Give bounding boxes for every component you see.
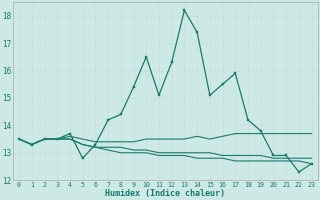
- X-axis label: Humidex (Indice chaleur): Humidex (Indice chaleur): [105, 189, 225, 198]
